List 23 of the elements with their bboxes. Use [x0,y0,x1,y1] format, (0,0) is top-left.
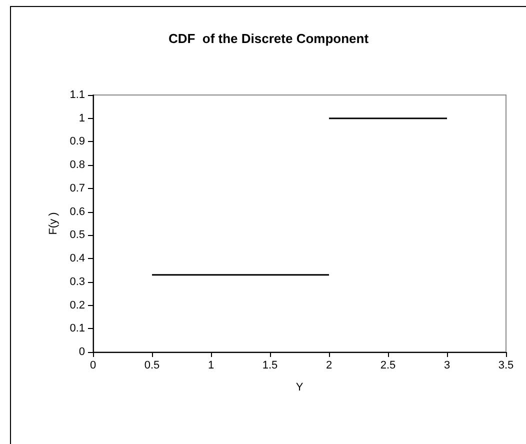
x-axis-title: Y [296,382,304,394]
chart-title: CDF of the Discrete Component [168,31,370,46]
y-tick-label: 0.3 [70,276,85,288]
y-tick-label: 0.7 [70,182,85,194]
y-tick-label: 0.9 [70,136,85,148]
x-tick-label: 2 [326,360,332,372]
y-tick-label: 0.2 [70,299,85,312]
y-tick-label: 0.6 [70,206,85,218]
x-tick-label: 0 [90,360,96,372]
y-tick-label: 1.1 [70,89,85,101]
x-tick-label: 2.5 [380,360,396,372]
x-tick-label: 1.5 [262,360,278,372]
x-tick-label: 0.5 [144,360,160,372]
y-tick-label: 1 [78,112,85,124]
y-tick-label: 0 [78,346,85,358]
y-axis-title: F(y ) [47,212,60,235]
x-tick-label: 3.5 [498,360,514,372]
x-tick-label: 1 [208,360,214,372]
y-tick-label: 0.1 [70,322,85,335]
y-tick-label: 0.5 [70,229,85,242]
y-tick-label: 0.4 [70,252,85,265]
y-tick-label: 0.8 [70,159,85,172]
x-tick-label: 3 [444,360,450,372]
